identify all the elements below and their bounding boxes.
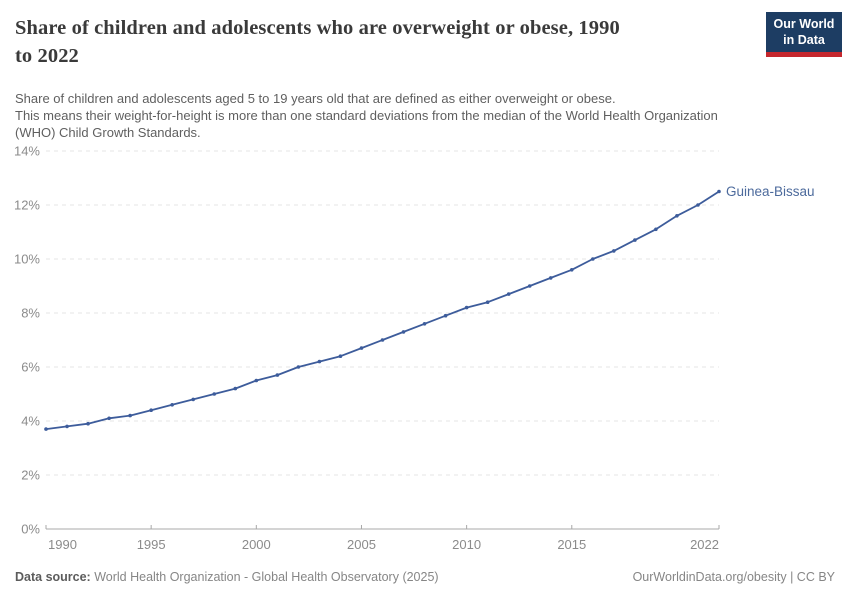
y-axis-tick-label: 2% <box>21 468 40 483</box>
x-axis-tick-label: 2010 <box>452 537 481 552</box>
y-axis-tick-label: 12% <box>14 198 40 213</box>
data-point[interactable] <box>696 203 700 207</box>
chart-footer: Data source: World Health Organization -… <box>15 569 835 585</box>
x-axis-tick-label: 2000 <box>242 537 271 552</box>
data-point[interactable] <box>675 214 679 218</box>
y-axis-tick-label: 6% <box>21 360 40 375</box>
owid-logo-text-line2: in Data <box>783 32 825 47</box>
data-point[interactable] <box>569 268 574 272</box>
owid-url-link[interactable]: OurWorldinData.org/obesity <box>632 570 787 584</box>
chart-subtitle-line2: This means their weight-for-height is mo… <box>15 108 718 123</box>
data-point[interactable] <box>254 378 259 383</box>
page-title-line2: to 2022 <box>15 45 79 67</box>
data-point[interactable] <box>338 354 343 358</box>
data-point[interactable] <box>317 359 322 364</box>
x-axis-tick-label: 2005 <box>347 537 376 552</box>
line-chart[interactable]: 0% 2% 4% 6% 8% 10% 12% 14% 1990 1995 2000 2005 2010 2… <box>0 140 850 560</box>
data-point[interactable] <box>422 322 427 326</box>
data-point[interactable] <box>401 330 406 334</box>
y-axis-tick-label: 14% <box>14 144 40 159</box>
data-point[interactable] <box>86 421 90 426</box>
data-point[interactable] <box>275 373 280 377</box>
data-source-note: Data source: World Health Organization -… <box>15 569 439 585</box>
x-axis-tick-label: 2015 <box>557 537 586 552</box>
data-source-text: World Health Organization - Global Healt… <box>90 570 439 584</box>
x-axis-tick-label: 2022 <box>690 537 719 552</box>
owid-logo-text-line1: Our World <box>773 17 835 31</box>
data-point[interactable] <box>107 416 111 421</box>
chart-subtitle: Share of children and adolescents aged 5… <box>15 90 843 141</box>
data-point[interactable] <box>464 305 469 310</box>
data-point[interactable] <box>717 189 721 194</box>
data-point[interactable] <box>296 365 301 369</box>
data-point[interactable] <box>654 227 658 232</box>
data-point[interactable] <box>191 397 196 402</box>
y-axis-tick-label: 8% <box>21 306 40 321</box>
data-point[interactable] <box>485 300 490 304</box>
data-point[interactable] <box>359 346 364 350</box>
data-point[interactable] <box>612 249 616 253</box>
data-source-label: Data source: <box>15 570 91 584</box>
data-series-line[interactable] <box>45 190 720 430</box>
data-point[interactable] <box>548 276 553 280</box>
y-axis-tick-label: 10% <box>14 252 40 267</box>
data-point[interactable] <box>527 284 532 288</box>
page-title-line1: Share of children and adolescents who ar… <box>15 17 620 39</box>
data-point[interactable] <box>633 238 637 242</box>
credit-note: OurWorldinData.org/obesity | CC BY <box>633 569 835 585</box>
data-point[interactable] <box>128 413 132 418</box>
data-point[interactable] <box>380 338 385 342</box>
chart-subtitle-line3: (WHO) Child Growth Standards. <box>15 125 201 140</box>
data-point[interactable] <box>170 403 174 407</box>
data-point[interactable] <box>233 386 238 391</box>
y-axis-tick-label: 0% <box>21 522 40 537</box>
owid-logo[interactable]: Our World in Data <box>766 12 842 57</box>
y-axis-tick-label: 4% <box>21 414 40 429</box>
page-title: Share of children and adolescents who ar… <box>15 14 760 70</box>
data-point[interactable] <box>65 424 69 429</box>
data-point[interactable] <box>149 408 153 413</box>
data-point[interactable] <box>443 313 448 318</box>
x-axis-tick-label: 1995 <box>137 537 166 552</box>
data-point[interactable] <box>44 427 48 431</box>
data-point[interactable] <box>212 392 217 396</box>
chart-subtitle-line1: Share of children and adolescents aged 5… <box>15 91 616 106</box>
x-axis-tick-label: 1990 <box>48 537 77 552</box>
chart-area: 0% 2% 4% 6% 8% 10% 12% 14% 1990 1995 2000 2005 2010 2… <box>0 140 850 560</box>
data-point[interactable] <box>506 292 511 296</box>
data-point[interactable] <box>591 257 595 261</box>
license-text: | CC BY <box>786 570 835 584</box>
series-end-label[interactable]: Guinea-Bissau <box>726 184 815 199</box>
